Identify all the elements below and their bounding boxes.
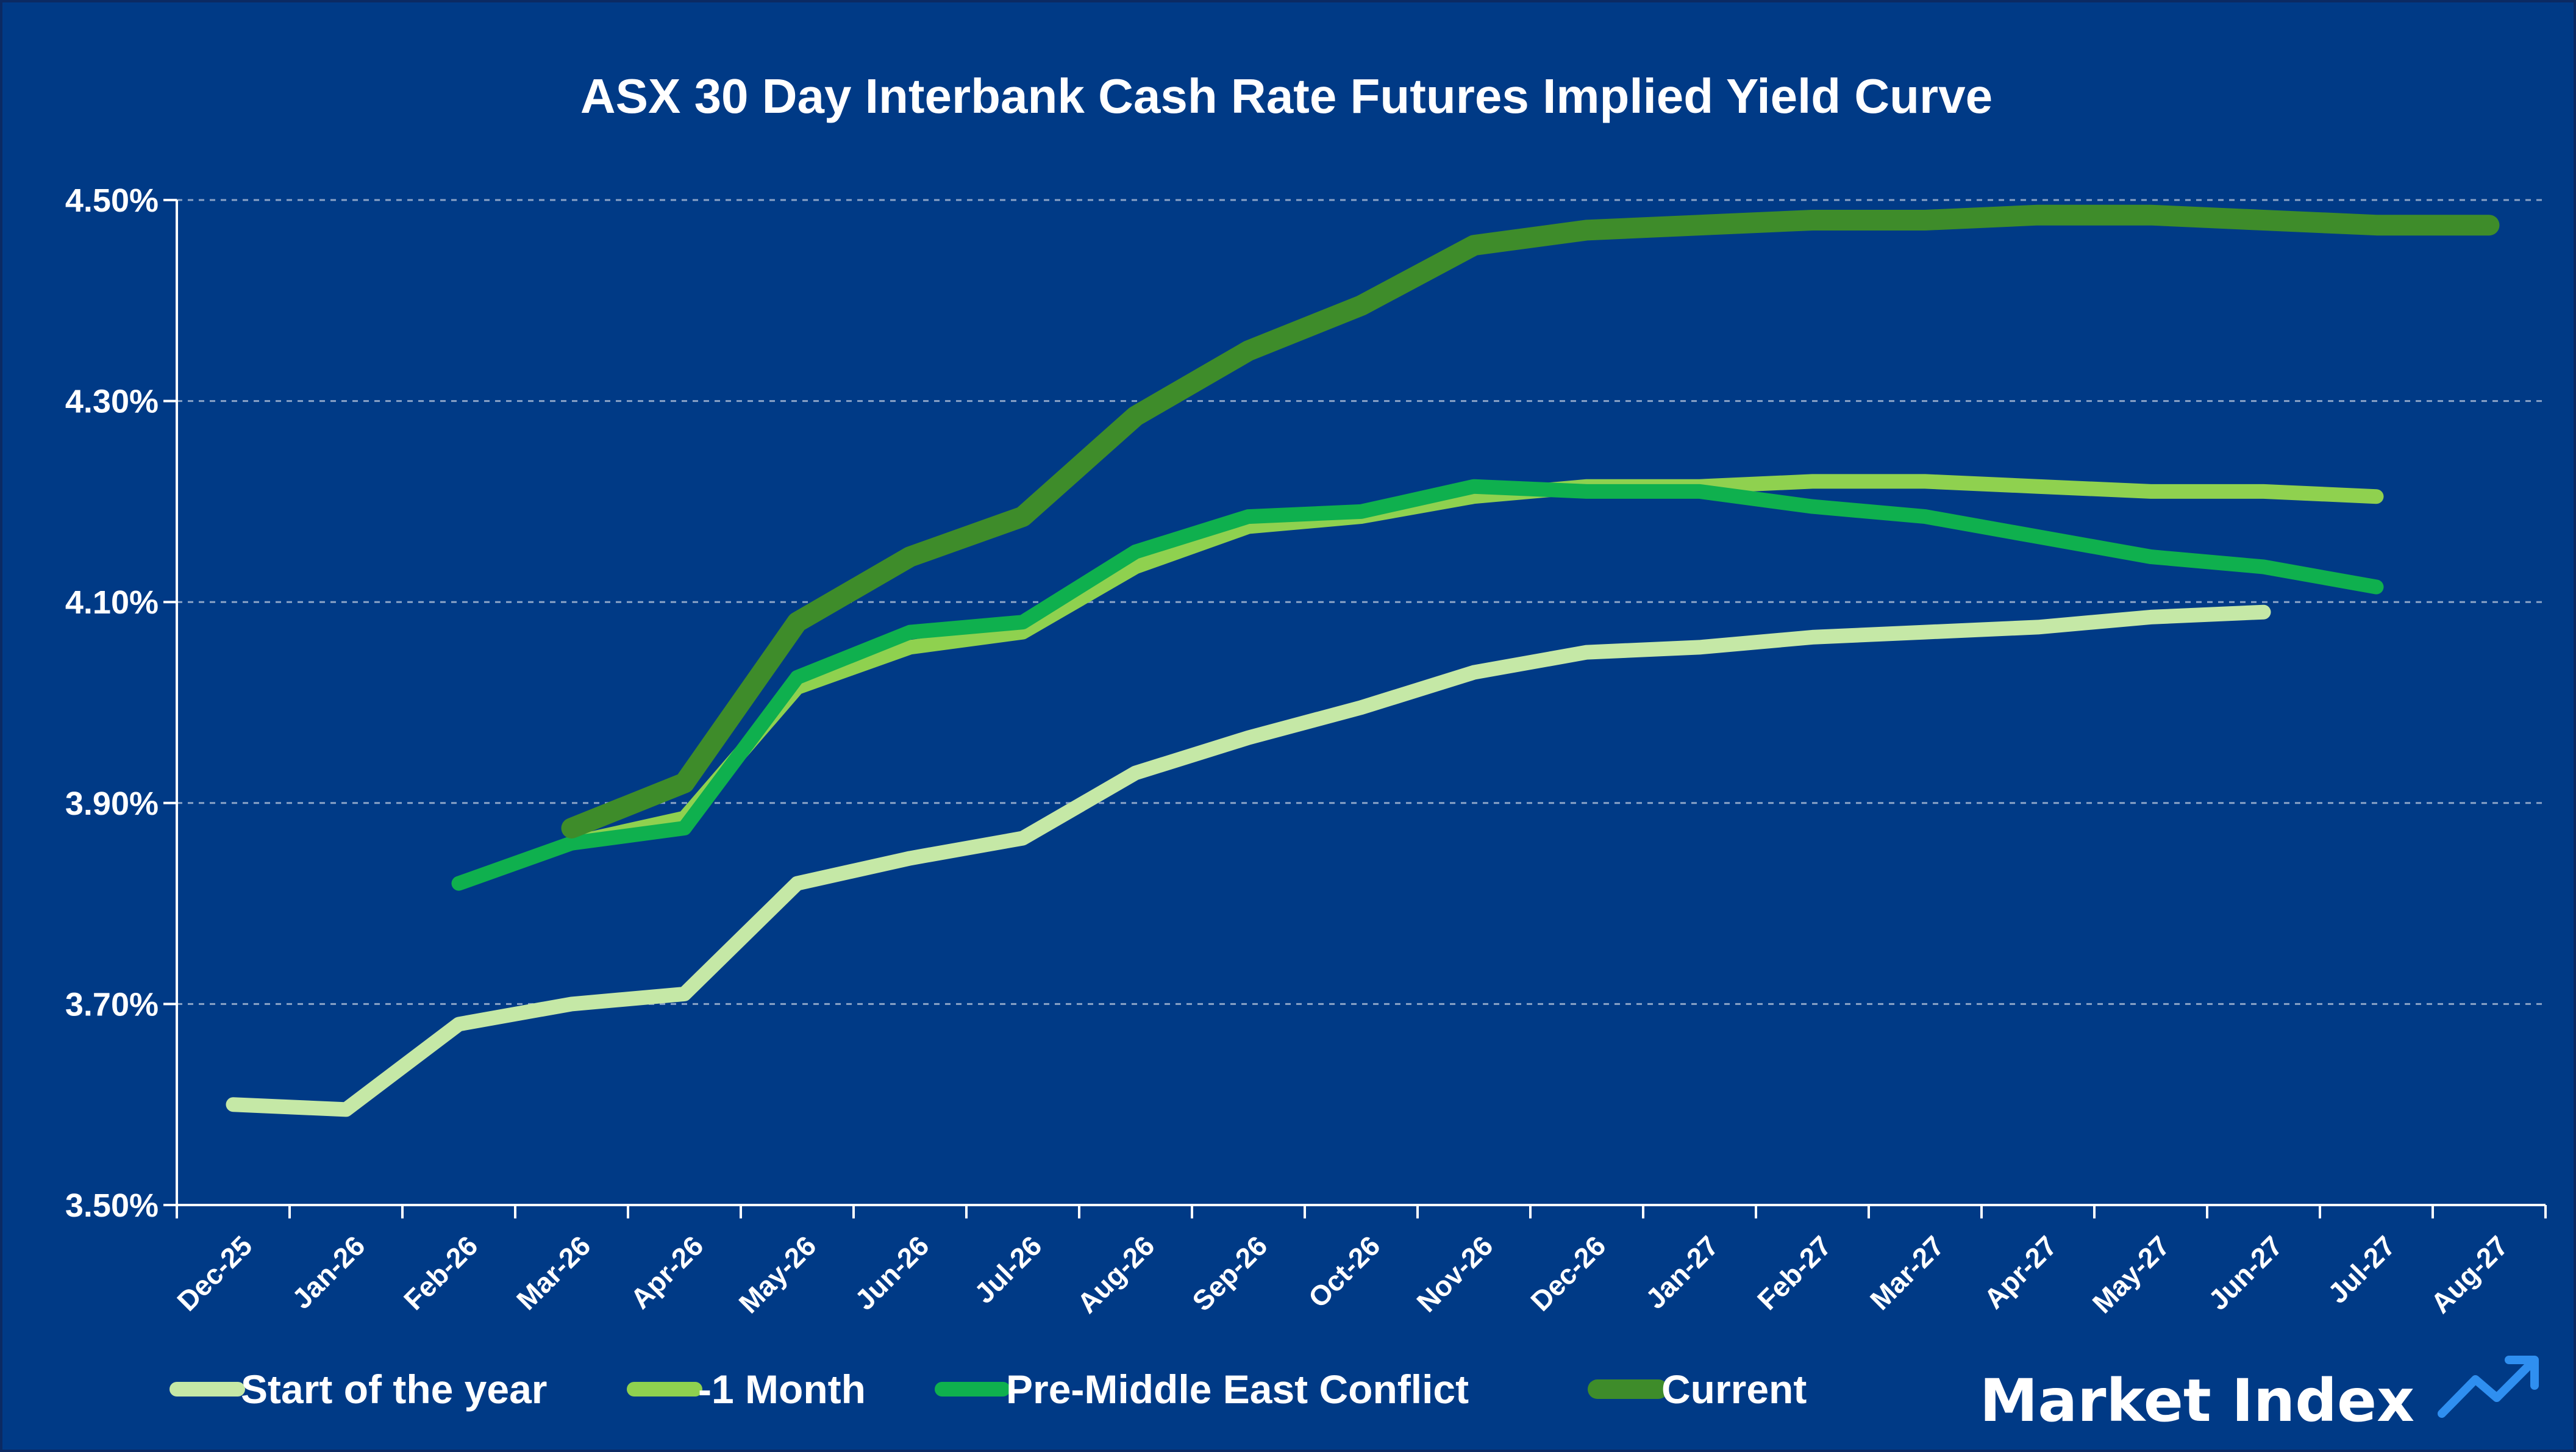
legend-label: Pre-Middle East Conflict [1006, 1367, 1469, 1412]
legend: Start of the year -1 Month Pre-Middle East… [169, 1367, 1807, 1412]
x-tick-label: Jun-27 [2202, 1229, 2289, 1316]
x-tick-label: Dec-25 [171, 1229, 258, 1317]
x-tick-label: Apr-27 [1978, 1229, 2063, 1315]
x-tick-label: Oct-26 [1302, 1229, 1386, 1314]
x-tick-label: Jun-26 [849, 1229, 935, 1316]
brand-logo: Market Index [1980, 1356, 2539, 1435]
x-tick-label: Feb-26 [398, 1229, 484, 1316]
brand-name: Market Index [1980, 1367, 2414, 1435]
y-tick-label: 3.70% [65, 986, 159, 1023]
series-line-4 [561, 204, 2500, 839]
y-tick-label: 4.30% [65, 384, 159, 420]
y-tick-label: 3.50% [65, 1187, 159, 1224]
x-tick-label: Apr-26 [624, 1229, 710, 1315]
chart-title: ASX 30 Day Interbank Cash Rate Futures I… [580, 69, 1993, 123]
x-tick-label: Sep-26 [1186, 1229, 1273, 1317]
legend-label: Current [1661, 1367, 1807, 1412]
series-lines [226, 204, 2500, 1117]
x-tick-label: Jul-26 [968, 1229, 1048, 1309]
y-tick-label: 3.90% [65, 785, 159, 822]
x-tick-label: Jan-26 [286, 1229, 371, 1315]
y-tick-label: 4.50% [65, 182, 159, 219]
y-tick-label: 4.10% [65, 584, 159, 621]
x-tick-label: May-27 [2086, 1229, 2176, 1319]
x-tick-label: Mar-27 [1864, 1229, 1950, 1316]
legend-label: -1 Month [698, 1367, 866, 1412]
x-tick-label: Mar-26 [510, 1229, 597, 1316]
x-tick-label: Aug-26 [1071, 1229, 1161, 1319]
x-tick-label: Jan-27 [1639, 1229, 1725, 1315]
series-line-2 [564, 474, 2384, 851]
legend-label: Start of the year [241, 1367, 547, 1412]
x-tick-label: May-26 [733, 1229, 822, 1319]
series-line-3 [451, 479, 2384, 891]
x-tick-label: Feb-27 [1751, 1229, 1838, 1316]
x-tick-label: Dec-26 [1524, 1229, 1611, 1317]
trend-up-arrow-icon [2438, 1357, 2538, 1418]
axes: 3.50% 3.70% 3.90% 4.10% 4.30% 4.50% Dec-25 Jan-… [65, 182, 2547, 1319]
x-tick-label: Aug-27 [2425, 1229, 2514, 1319]
x-tick-label: Jul-27 [2322, 1229, 2402, 1309]
series-line-1 [226, 604, 2271, 1117]
gridlines [177, 199, 2546, 1005]
arrow-head-icon [2505, 1356, 2539, 1390]
x-tick-label: Nov-26 [1410, 1229, 1499, 1318]
